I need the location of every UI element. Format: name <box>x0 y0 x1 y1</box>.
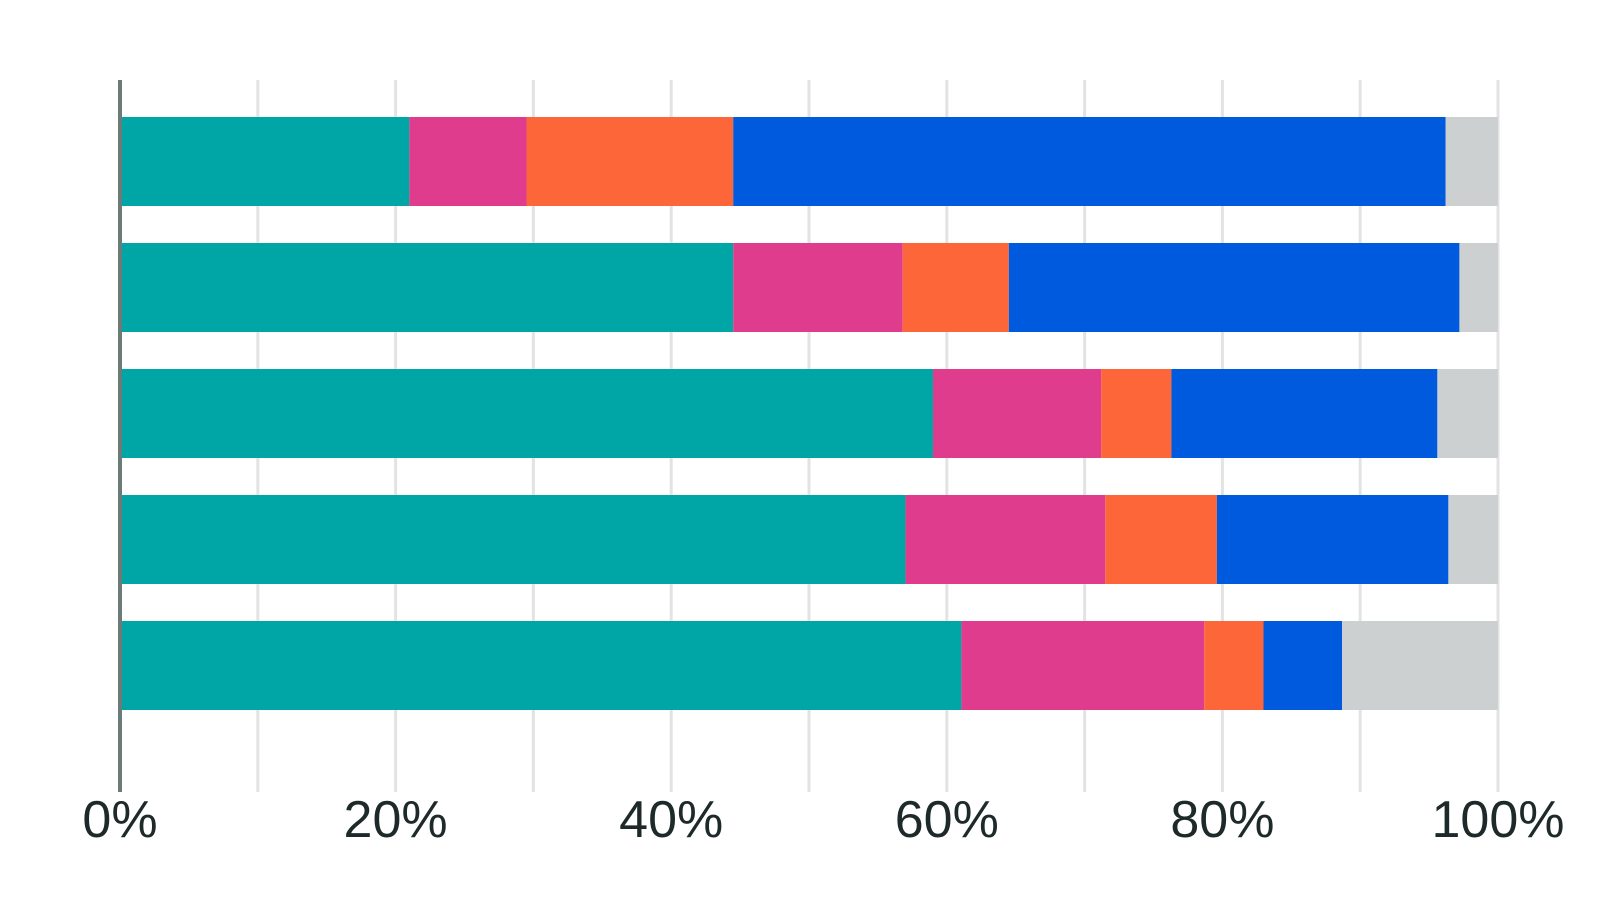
bar-segment-row-4-series-4 <box>1216 495 1449 584</box>
bar-segment-row-3-series-3 <box>1101 369 1172 458</box>
bar-segment-row-5-series-4 <box>1263 621 1343 710</box>
bar-segment-row-2-series-2 <box>733 243 903 332</box>
bar-segment-row-2-series-5 <box>1459 243 1498 332</box>
x-tick-label: 80% <box>1170 791 1274 849</box>
bar-segment-row-5-series-1 <box>120 621 962 710</box>
bar-segment-row-1-series-4 <box>733 117 1446 206</box>
x-tick-label: 40% <box>619 791 723 849</box>
bar-segment-row-2-series-3 <box>902 243 1009 332</box>
bar-segment-row-4-series-5 <box>1448 495 1498 584</box>
bar-segment-row-5-series-3 <box>1204 621 1264 710</box>
bar-segment-row-4-series-1 <box>120 495 906 584</box>
bar-segment-row-3-series-4 <box>1171 369 1438 458</box>
bar-segment-row-5-series-2 <box>961 621 1205 710</box>
bar-segment-row-1-series-1 <box>120 117 410 206</box>
x-tick-label: 20% <box>344 791 448 849</box>
x-tick-label: 100% <box>1432 791 1565 849</box>
bar-segment-row-2-series-1 <box>120 243 734 332</box>
bar-segment-row-3-series-1 <box>120 369 934 458</box>
bar-segment-row-2-series-4 <box>1008 243 1460 332</box>
x-axis-tick-labels: 0% 20% 40% 60% 80% 100% <box>82 791 1564 849</box>
bar-segment-row-1-series-2 <box>409 117 527 206</box>
bar-segment-row-1-series-5 <box>1445 117 1498 206</box>
bar-segment-row-4-series-2 <box>905 495 1106 584</box>
bar-segment-row-3-series-5 <box>1437 369 1498 458</box>
x-tick-label: 60% <box>895 791 999 849</box>
bar-segment-row-5-series-5 <box>1342 621 1498 710</box>
bar-segment-row-3-series-2 <box>933 369 1102 458</box>
bar-segment-row-4-series-3 <box>1105 495 1217 584</box>
x-tick-label: 0% <box>82 791 157 849</box>
bar-segment-row-1-series-3 <box>526 117 734 206</box>
bar-stack-area <box>120 117 1498 710</box>
